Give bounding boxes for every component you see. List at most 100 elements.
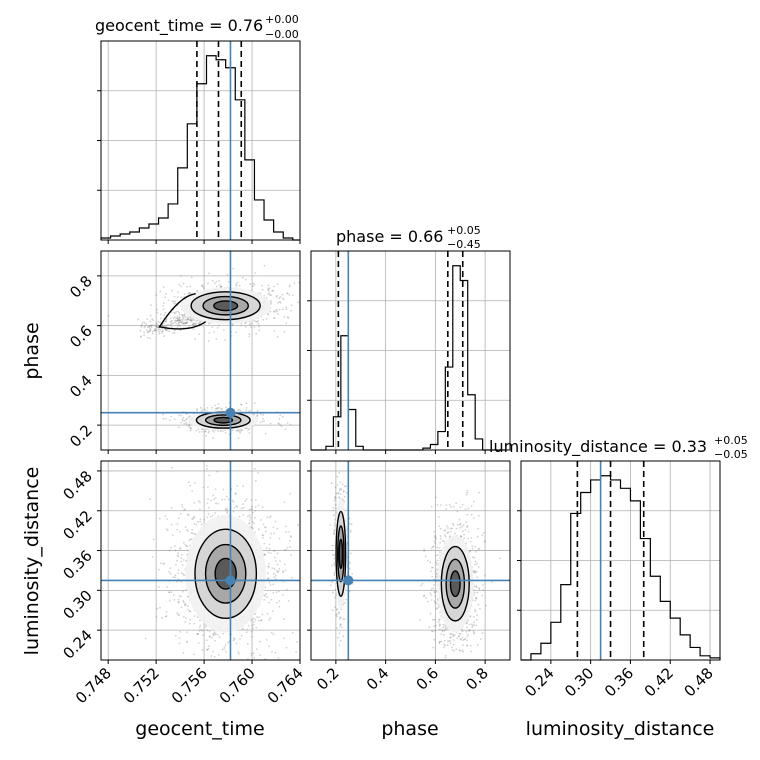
sample-point <box>185 545 188 547</box>
sample-point <box>201 629 204 632</box>
sample-point <box>186 317 189 320</box>
sample-point <box>186 631 188 634</box>
sample-point <box>234 492 237 495</box>
sample-point <box>223 646 226 648</box>
sample-point <box>285 646 288 649</box>
sample-point <box>335 608 338 611</box>
sample-point <box>208 332 211 334</box>
sample-point <box>433 600 436 602</box>
sample-point <box>469 616 472 618</box>
sample-point <box>254 320 257 323</box>
sample-point <box>262 417 264 420</box>
sample-point <box>206 639 208 642</box>
sample-point <box>334 596 336 599</box>
sample-point <box>250 619 253 622</box>
sample-point <box>430 566 433 569</box>
sample-point <box>173 418 176 421</box>
sample-point <box>251 521 254 523</box>
sample-point <box>266 577 269 580</box>
sample-point <box>433 638 435 641</box>
x-tick-label-luminosity_distance: 0.36 <box>601 664 637 700</box>
sample-point <box>198 629 201 632</box>
sample-point <box>290 304 293 307</box>
sample-point <box>248 335 251 338</box>
sample-point <box>183 574 186 577</box>
hist-panel-phase <box>307 250 511 454</box>
sample-point <box>192 328 195 331</box>
sample-point <box>348 590 351 592</box>
sample-point <box>441 629 444 632</box>
sample-point <box>184 322 187 325</box>
sample-point <box>456 510 459 513</box>
sample-point <box>250 499 253 501</box>
sample-point <box>435 554 438 557</box>
sample-point <box>188 291 191 294</box>
sample-point <box>173 311 176 314</box>
sample-point <box>244 278 247 281</box>
sample-point <box>473 624 476 626</box>
sample-point <box>434 575 437 578</box>
sample-point <box>296 641 298 643</box>
sample-point <box>186 321 189 323</box>
sample-point <box>149 314 152 317</box>
sample-point <box>178 601 181 604</box>
sample-point <box>213 631 216 634</box>
sample-point <box>161 327 164 330</box>
sample-point <box>268 292 271 294</box>
sample-point <box>281 570 284 573</box>
sample-point <box>482 531 485 534</box>
sample-point <box>477 603 480 606</box>
sample-point <box>171 300 174 302</box>
sample-point <box>169 567 172 569</box>
sample-point <box>251 511 254 514</box>
sample-point <box>423 594 425 597</box>
sample-point <box>207 498 210 500</box>
sample-point <box>190 320 193 323</box>
x-tick-label-geocent_time: 0.748 <box>72 664 115 707</box>
sample-point <box>170 323 172 326</box>
sample-point <box>432 646 435 649</box>
sample-point <box>208 474 211 477</box>
sample-point <box>261 613 264 616</box>
sample-point <box>215 280 218 283</box>
sample-point <box>207 486 209 488</box>
x-tick-label-luminosity_distance: 0.48 <box>681 664 717 700</box>
sample-point <box>333 529 336 531</box>
sample-point <box>176 554 179 557</box>
sample-point <box>254 618 257 621</box>
sample-point <box>168 330 171 332</box>
sample-point <box>273 556 276 559</box>
sample-point <box>264 432 267 435</box>
sample-point <box>285 322 288 324</box>
sample-point <box>434 535 436 537</box>
sample-point <box>227 641 230 644</box>
sample-point <box>276 310 278 313</box>
sample-point <box>481 594 484 597</box>
sample-point <box>303 545 305 547</box>
sample-point <box>201 285 203 288</box>
sample-point <box>266 516 269 518</box>
sample-point <box>259 654 261 656</box>
sample-point <box>182 590 184 593</box>
sample-point <box>473 621 476 624</box>
sample-point <box>474 599 476 602</box>
sample-point <box>261 288 264 291</box>
sample-point <box>268 547 271 550</box>
x-tick-label-geocent_time: 0.752 <box>120 664 163 707</box>
sample-point <box>342 635 345 638</box>
sample-point <box>170 546 173 549</box>
sample-point <box>277 590 280 593</box>
sample-point <box>435 561 438 564</box>
sample-point <box>471 545 474 548</box>
sample-point <box>154 328 156 330</box>
sample-point <box>458 518 461 521</box>
sample-point <box>286 316 289 318</box>
sample-point <box>183 422 186 425</box>
sample-point <box>461 525 463 528</box>
sample-point <box>290 536 292 538</box>
sample-point <box>245 407 248 409</box>
sample-point <box>182 322 184 325</box>
sample-point <box>330 584 332 586</box>
sample-point <box>159 606 161 609</box>
sample-point <box>475 551 477 553</box>
